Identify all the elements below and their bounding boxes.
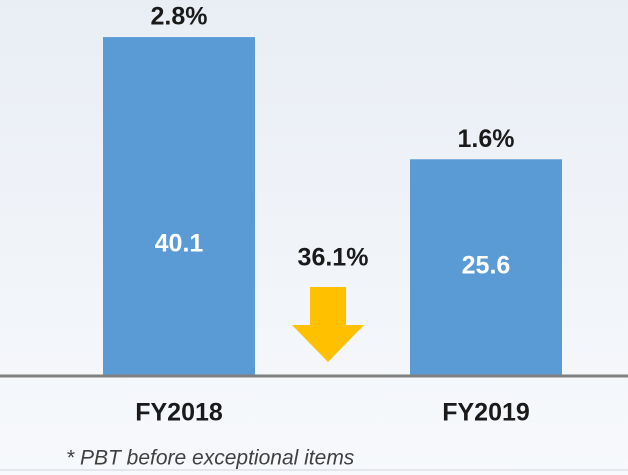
value-label: 40.1 <box>155 230 204 258</box>
change-annotation: 36.1% <box>298 244 369 272</box>
footnote: * PBT before exceptional items <box>66 447 355 470</box>
top-label: 2.8% <box>151 3 208 31</box>
x-tick-label: FY2019 <box>442 399 530 427</box>
x-tick-label: FY2018 <box>135 399 223 427</box>
bar <box>410 159 562 375</box>
down-arrow <box>292 287 364 362</box>
bar <box>103 37 255 376</box>
value-label: 25.6 <box>462 252 511 280</box>
top-label: 1.6% <box>458 125 515 153</box>
